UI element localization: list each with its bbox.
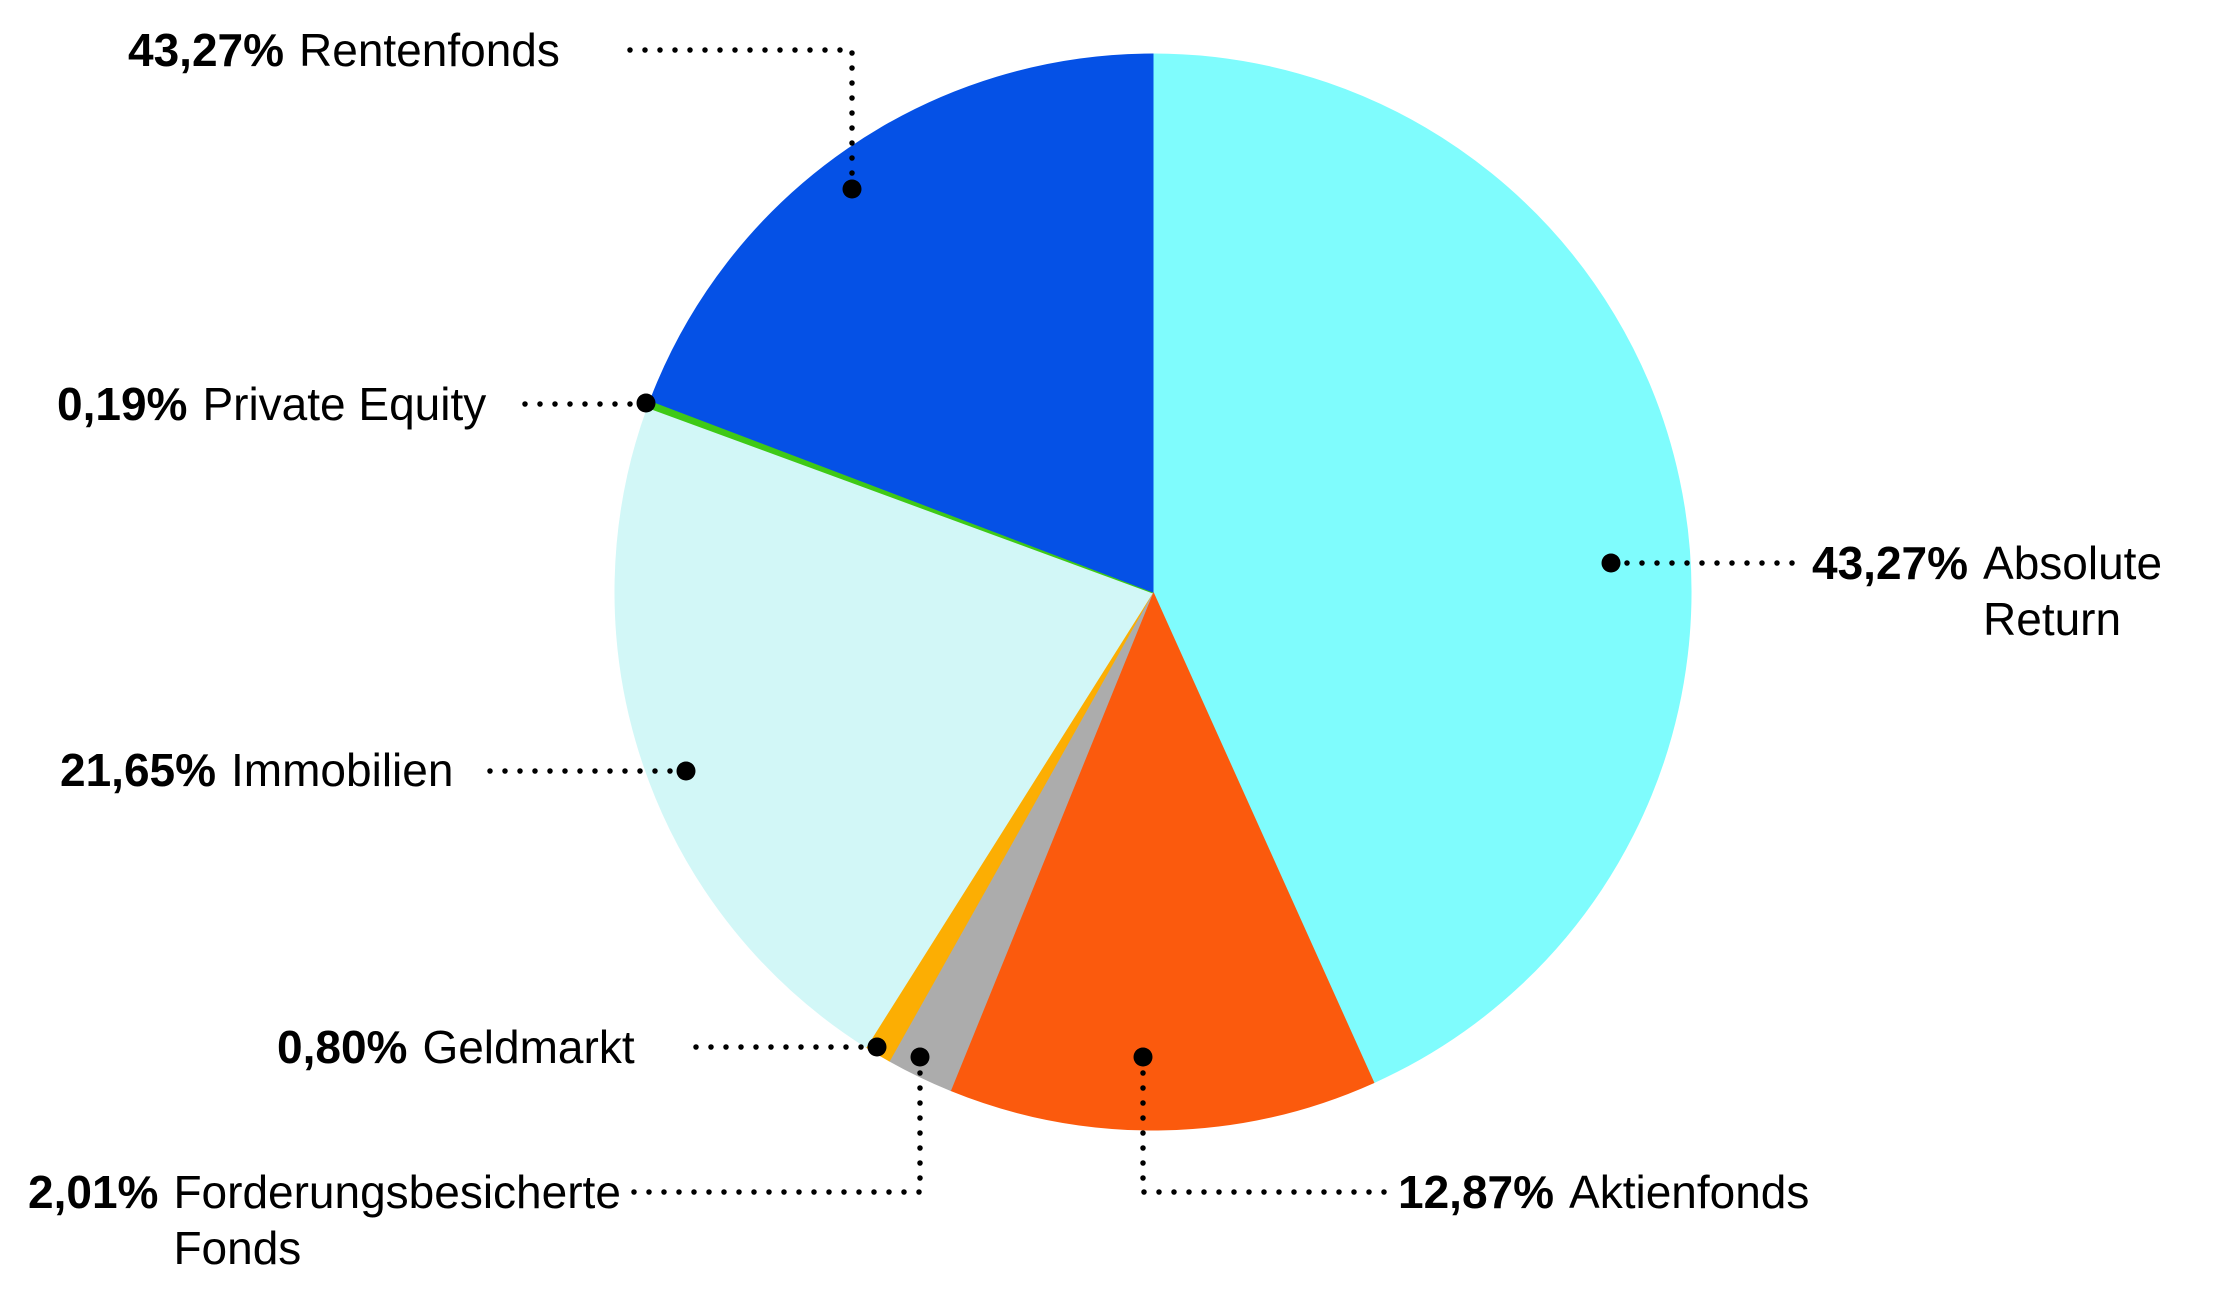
callout-rentenfonds: 43,27% Rentenfonds: [128, 22, 560, 78]
callout-aktienfonds: 12,87% Aktienfonds: [1398, 1164, 1809, 1220]
slice-name: Geldmarkt: [422, 1021, 635, 1073]
slice-name: Private Equity: [202, 378, 487, 430]
slice-name: Aktienfonds: [1569, 1166, 1810, 1218]
callout-dot-absolute-return: [1601, 553, 1621, 573]
callout-dot-immobilien: [676, 761, 696, 781]
leader-line-forderungsbesicherte-fonds: [629, 1070, 923, 1195]
pie-slice-rentenfonds: [649, 53, 1154, 593]
callout-dot-aktienfonds: [1133, 1047, 1153, 1067]
percent-value: 0,80%: [277, 1021, 408, 1073]
pie-slice-immobilien: [614, 405, 1154, 1048]
slice-name: Absolute Return: [1983, 537, 2163, 645]
callout-dot-private-equity: [636, 393, 656, 413]
slice-name: Rentenfonds: [299, 24, 560, 76]
pie-slices: [614, 53, 1692, 1131]
leader-line-rentenfonds: [621, 47, 855, 176]
slice-name: Immobilien: [231, 744, 454, 796]
percent-value: 0,19%: [57, 378, 188, 430]
percent-value: 2,01%: [28, 1166, 159, 1218]
leader-line-aktienfonds: [1140, 1070, 1393, 1195]
callout-dot-rentenfonds: [842, 179, 862, 199]
callout-forderungsbesicherte-fonds: 2,01% Forderungsbesicherte Fonds: [28, 1164, 653, 1276]
percent-value: 12,87%: [1398, 1166, 1555, 1218]
slice-name: Forderungsbesicherte Fonds: [173, 1166, 621, 1274]
percent-value: 43,27%: [1812, 537, 1969, 589]
callout-geldmarkt: 0,80% Geldmarkt: [277, 1019, 635, 1075]
callout-absolute-return: 43,27% Absolute Return: [1812, 535, 2213, 647]
callout-immobilien: 21,65% Immobilien: [60, 742, 453, 798]
percent-value: 21,65%: [60, 744, 217, 796]
percent-value: 43,27%: [128, 24, 285, 76]
callout-dot-forderungsbesicherte-fonds: [910, 1047, 930, 1067]
callout-leaders: [479, 47, 1801, 1195]
callout-dot-geldmarkt: [867, 1037, 887, 1057]
callout-private-equity: 0,19% Private Equity: [57, 376, 486, 432]
pie-slice-aktienfonds: [949, 590, 1375, 1131]
pie-slice-absolute-return: [1152, 53, 1692, 1084]
